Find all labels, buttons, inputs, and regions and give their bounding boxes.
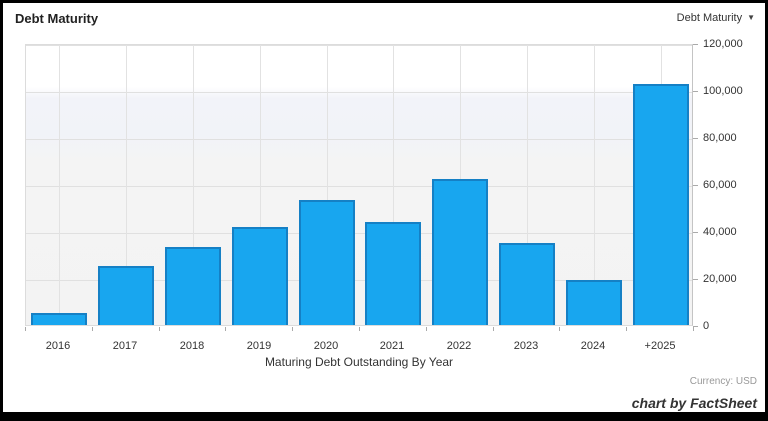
bar-2017[interactable] — [98, 266, 154, 325]
bar-2021[interactable] — [365, 222, 421, 325]
y-gridline — [26, 280, 692, 281]
x-axis-label: 2022 — [446, 340, 472, 352]
x-gridline — [527, 45, 528, 325]
x-axis-tick — [92, 327, 93, 331]
x-axis-label: 2024 — [580, 340, 606, 352]
x-axis-label: 2017 — [112, 340, 138, 352]
x-gridline — [193, 45, 194, 325]
y-gridline — [26, 45, 692, 46]
x-axis-tick — [25, 327, 26, 331]
currency-note: Currency: USD — [689, 376, 757, 387]
bar-2019[interactable] — [232, 227, 288, 325]
x-axis-title: Maturing Debt Outstanding By Year — [264, 355, 454, 369]
y-gridline — [26, 139, 692, 140]
y-gridline — [26, 186, 692, 187]
y-axis-label: 60,000 — [703, 179, 737, 191]
y-axis-tick — [693, 232, 698, 233]
x-axis-label: 2016 — [45, 340, 71, 352]
x-gridline — [393, 45, 394, 325]
x-axis-tick — [493, 327, 494, 331]
y-axis-tick — [693, 91, 698, 92]
dropdown-label: Debt Maturity — [676, 12, 743, 24]
bar-2024[interactable] — [566, 280, 622, 325]
x-gridline — [126, 45, 127, 325]
x-axis-tick — [426, 327, 427, 331]
y-axis-tick — [693, 185, 698, 186]
y-axis-label: 80,000 — [703, 132, 737, 144]
x-gridline — [327, 45, 328, 325]
bar-2023[interactable] — [499, 243, 555, 325]
x-axis-label: 2021 — [379, 340, 405, 352]
y-axis-tick — [693, 44, 698, 45]
x-axis-tick — [559, 327, 560, 331]
chevron-down-icon: ▼ — [747, 13, 755, 22]
x-axis-tick — [225, 327, 226, 331]
chart-type-dropdown[interactable]: Debt Maturity ▼ — [677, 12, 755, 24]
x-axis-label: 2018 — [179, 340, 205, 352]
x-axis-tick — [693, 327, 694, 331]
y-axis-label: 40,000 — [703, 226, 737, 238]
page-title: Debt Maturity — [15, 11, 99, 26]
x-gridline — [594, 45, 595, 325]
y-axis-label: 0 — [703, 320, 710, 332]
x-axis-tick — [359, 327, 360, 331]
y-axis-tick — [693, 138, 698, 139]
y-axis-tick — [693, 326, 698, 327]
y-gridline — [26, 92, 692, 93]
y-axis-label: 100,000 — [703, 85, 743, 97]
y-gridline — [26, 233, 692, 234]
plot-area — [25, 44, 693, 326]
y-axis-label: 120,000 — [703, 38, 743, 50]
x-gridline — [59, 45, 60, 325]
x-gridline — [260, 45, 261, 325]
x-axis-tick — [159, 327, 160, 331]
bar-+2025[interactable] — [633, 84, 689, 325]
y-axis-tick — [693, 279, 698, 280]
x-axis-label: +2025 — [644, 340, 676, 352]
x-axis-label: 2019 — [246, 340, 272, 352]
x-axis-label: 2023 — [513, 340, 539, 352]
bar-2016[interactable] — [31, 313, 87, 325]
factsheet-credit: chart by FactSheet — [631, 395, 757, 411]
y-axis-label: 20,000 — [703, 273, 737, 285]
bar-2020[interactable] — [299, 200, 355, 325]
x-axis-tick — [626, 327, 627, 331]
bar-2018[interactable] — [165, 247, 221, 325]
x-axis-tick — [292, 327, 293, 331]
bar-2022[interactable] — [432, 179, 488, 325]
x-axis-label: 2020 — [313, 340, 339, 352]
